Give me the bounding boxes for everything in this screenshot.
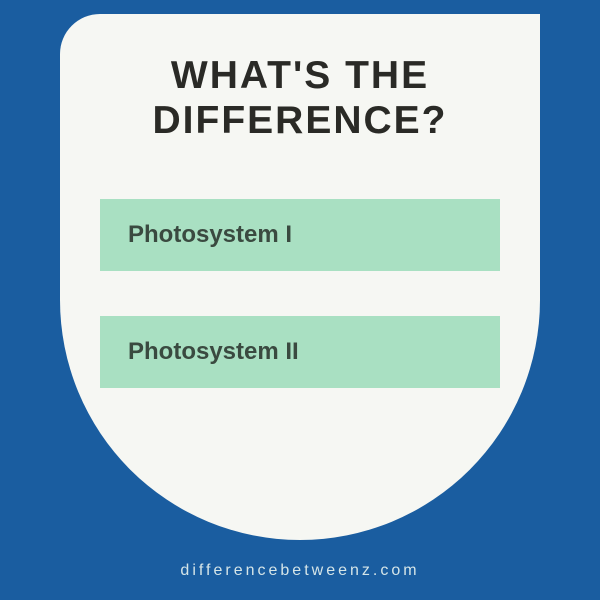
content-panel: WHAT'S THE DIFFERENCE? Photosystem I Pho… — [60, 14, 540, 540]
title: WHAT'S THE DIFFERENCE? — [60, 54, 540, 144]
item-box-2: Photosystem II — [100, 316, 500, 388]
footer-text: differencebetweenz.com — [0, 562, 600, 580]
title-line-1: WHAT'S THE — [90, 54, 510, 99]
title-line-2: DIFFERENCE? — [90, 99, 510, 144]
infographic-container: WHAT'S THE DIFFERENCE? Photosystem I Pho… — [0, 0, 600, 600]
item-box-1: Photosystem I — [100, 199, 500, 271]
